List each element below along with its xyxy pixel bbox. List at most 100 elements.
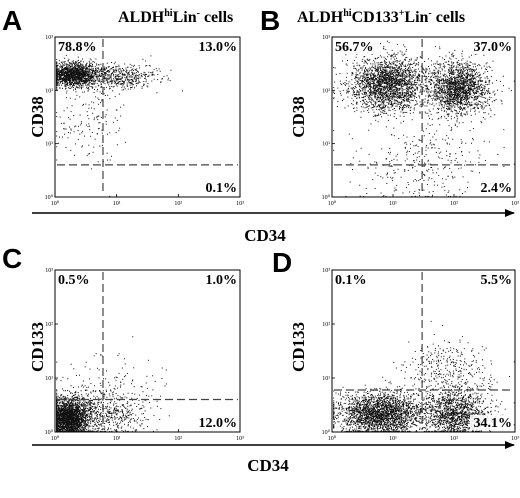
- event-point: [66, 90, 68, 92]
- event-point: [68, 75, 70, 76]
- event-point: [374, 74, 376, 76]
- event-point: [395, 71, 397, 73]
- event-point: [389, 83, 391, 85]
- event-point: [95, 86, 97, 88]
- event-point: [65, 74, 67, 76]
- event-point: [352, 92, 354, 94]
- event-point: [368, 70, 370, 72]
- event-point: [386, 94, 388, 96]
- event-point: [371, 65, 373, 67]
- event-point: [64, 67, 66, 68]
- event-point: [391, 49, 393, 51]
- event-point: [353, 93, 355, 95]
- event-point: [71, 71, 73, 73]
- event-point: [431, 80, 432, 81]
- event-point: [118, 130, 120, 132]
- event-point: [70, 111, 72, 113]
- event-point: [364, 87, 366, 89]
- event-point: [74, 63, 75, 65]
- event-point: [381, 74, 383, 75]
- event-point: [357, 74, 359, 76]
- event-point: [475, 104, 477, 106]
- event-point: [66, 64, 68, 66]
- event-point: [367, 68, 369, 70]
- event-point: [382, 98, 384, 99]
- event-point: [95, 79, 97, 81]
- event-point: [77, 64, 79, 66]
- event-point: [414, 95, 416, 97]
- event-point: [415, 82, 417, 83]
- event-point: [358, 91, 360, 92]
- event-point: [140, 75, 142, 77]
- event-point: [342, 60, 343, 62]
- event-point: [105, 67, 107, 69]
- event-point: [81, 78, 83, 80]
- event-point: [381, 77, 383, 79]
- event-point: [132, 70, 134, 71]
- event-point: [95, 68, 97, 69]
- event-point: [370, 97, 372, 99]
- event-point: [370, 72, 372, 74]
- event-point: [58, 73, 60, 75]
- event-point: [388, 98, 389, 100]
- event-point: [77, 59, 79, 61]
- event-point: [88, 73, 90, 75]
- event-point: [351, 88, 353, 90]
- event-point: [422, 72, 424, 74]
- event-point: [69, 84, 71, 86]
- event-point: [391, 66, 393, 68]
- event-point: [381, 76, 383, 78]
- event-point: [365, 92, 367, 94]
- event-point: [145, 74, 147, 75]
- event-point: [57, 69, 59, 71]
- event-point: [84, 76, 86, 78]
- event-point: [406, 99, 408, 101]
- event-point: [74, 71, 76, 73]
- event-point: [363, 82, 365, 84]
- event-point: [419, 70, 421, 72]
- event-point: [378, 67, 380, 69]
- event-point: [400, 70, 402, 72]
- event-point: [73, 79, 75, 81]
- event-point: [386, 69, 388, 71]
- event-point: [377, 99, 379, 101]
- event-point: [83, 74, 85, 76]
- event-point: [403, 78, 405, 79]
- event-point: [66, 77, 68, 78]
- event-point: [167, 79, 169, 81]
- event-point: [97, 161, 99, 163]
- event-point: [89, 79, 91, 81]
- event-point: [106, 152, 108, 154]
- event-point: [381, 100, 383, 102]
- event-point: [408, 61, 410, 62]
- event-point: [130, 66, 132, 68]
- event-point: [145, 65, 147, 67]
- event-point: [405, 68, 406, 69]
- event-point: [61, 74, 63, 75]
- event-point: [58, 84, 60, 86]
- event-point: [383, 48, 385, 50]
- event-point: [92, 83, 94, 85]
- event-point: [405, 50, 407, 52]
- event-point: [406, 87, 408, 89]
- event-point: [62, 65, 64, 67]
- event-point: [75, 79, 77, 81]
- event-point: [82, 91, 84, 93]
- event-point: [67, 77, 69, 79]
- event-point: [72, 75, 74, 77]
- event-point: [92, 75, 94, 77]
- event-point: [368, 73, 370, 75]
- event-point: [84, 135, 85, 137]
- event-point: [130, 88, 132, 90]
- event-point: [391, 62, 393, 64]
- event-point: [462, 99, 464, 101]
- event-point: [375, 78, 377, 80]
- event-point: [56, 62, 58, 64]
- event-point: [69, 76, 71, 78]
- event-point: [459, 84, 461, 85]
- event-point: [384, 74, 386, 75]
- event-point: [405, 76, 407, 78]
- event-point: [365, 84, 367, 86]
- event-point: [96, 82, 98, 84]
- event-point: [388, 87, 390, 89]
